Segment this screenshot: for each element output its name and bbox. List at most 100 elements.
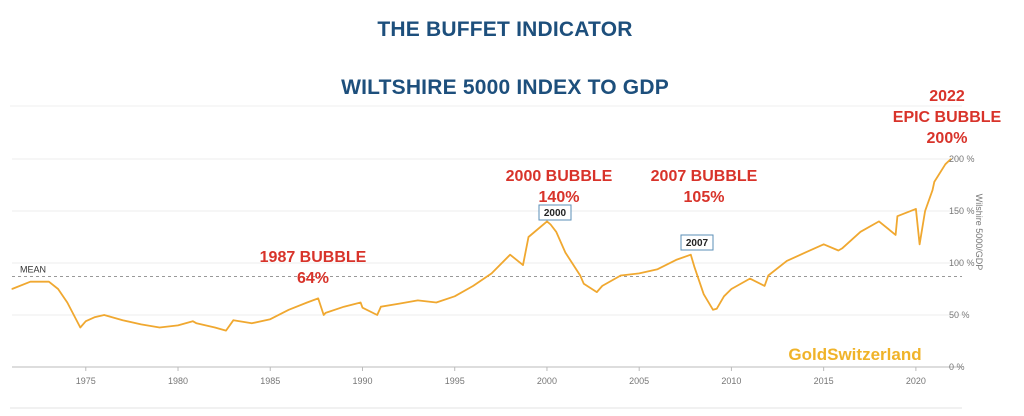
data-point <box>730 288 733 290</box>
data-point <box>841 247 843 249</box>
x-tick-label-1995: 1995 <box>445 376 465 386</box>
y-tick-label-150: 150 % <box>949 206 975 216</box>
data-point <box>323 314 325 316</box>
data-point <box>472 285 474 287</box>
data-point <box>596 291 598 293</box>
data-point <box>919 243 921 245</box>
series-group <box>11 158 952 332</box>
y-tick-label-0: 0 % <box>949 362 965 372</box>
data-point <box>601 285 603 287</box>
x-tick-label-1980: 1980 <box>168 376 188 386</box>
series-line-0 <box>11 158 952 332</box>
data-point <box>288 309 290 311</box>
data-point <box>380 306 382 308</box>
data-point <box>944 163 947 165</box>
data-point <box>823 243 825 245</box>
data-point <box>122 319 124 321</box>
data-point <box>417 299 419 301</box>
data-point <box>509 254 511 256</box>
data-point <box>767 274 769 277</box>
data-point <box>376 314 378 316</box>
mean-line-group: MEAN <box>12 265 962 278</box>
data-point <box>140 323 142 325</box>
data-point <box>57 288 59 290</box>
data-point <box>527 236 530 238</box>
chart-title: THE BUFFET INDICATOR <box>377 18 633 41</box>
data-point <box>546 220 548 222</box>
data-point <box>583 283 585 285</box>
data-point <box>859 231 862 233</box>
data-point <box>85 320 87 322</box>
annotation-2022-label: EPIC BUBBLE <box>893 109 1002 126</box>
data-point <box>657 268 659 270</box>
marker-2000-box <box>538 204 572 221</box>
data-point <box>804 252 806 254</box>
data-point <box>690 254 692 256</box>
data-point <box>159 326 161 329</box>
annotation-2007-value: 105% <box>684 189 725 206</box>
data-point <box>522 264 524 266</box>
x-tick-label-1985: 1985 <box>260 376 280 386</box>
data-point <box>550 223 552 226</box>
data-point <box>555 231 557 233</box>
annotation-1987-label: 1987 BUBBLE <box>260 249 367 266</box>
data-point <box>950 158 952 160</box>
data-point <box>48 281 50 283</box>
data-point <box>29 281 31 283</box>
data-point <box>896 215 899 217</box>
data-point <box>638 272 640 274</box>
x-tick-label-2010: 2010 <box>721 376 741 386</box>
data-point <box>435 301 437 304</box>
y-tick-label-50: 50 % <box>949 310 970 320</box>
annotation-2022-value: 200% <box>927 130 968 147</box>
y-axis-label: Wilshire 5000/GDP <box>974 194 984 271</box>
mean-label: MEAN <box>20 265 46 275</box>
data-point <box>716 308 718 310</box>
marker-2000-label: 2000 <box>544 208 567 219</box>
data-point <box>317 297 319 299</box>
data-point <box>579 274 581 277</box>
data-point <box>360 301 362 304</box>
annotation-2022-year: 2022 <box>929 88 965 105</box>
data-point <box>837 249 840 252</box>
data-point <box>325 312 327 314</box>
chart-subtitle: WILTSHIRE 5000 INDEX TO GDP <box>341 76 669 99</box>
data-point <box>749 278 751 280</box>
data-point <box>620 274 622 277</box>
data-point <box>703 293 705 295</box>
data-point <box>723 295 725 297</box>
marker-2007-label: 2007 <box>686 238 709 249</box>
data-point <box>933 181 935 183</box>
data-point <box>712 309 714 311</box>
data-point <box>895 234 897 236</box>
data-point <box>361 307 364 309</box>
data-point <box>195 322 198 324</box>
y-tick-label-100: 100 % <box>949 258 975 268</box>
data-point <box>79 326 81 329</box>
x-tick-label-2000: 2000 <box>537 376 557 386</box>
grid-lines <box>12 158 962 368</box>
data-point <box>693 266 696 268</box>
y-tick-label-200: 200 % <box>949 154 975 164</box>
data-point <box>11 288 13 290</box>
x-tick-label-2020: 2020 <box>906 376 926 386</box>
data-point <box>269 318 271 320</box>
tick-labels: 1975 1980 1985 1990 1995 2000 2005 2010 2015 2020… <box>76 154 975 386</box>
data-point <box>232 319 234 321</box>
data-point <box>306 301 308 304</box>
data-point <box>192 320 194 322</box>
data-point <box>878 220 880 222</box>
data-point <box>764 285 766 287</box>
marker-2007-box <box>680 234 714 251</box>
data-point <box>177 324 179 326</box>
brand-watermark: GoldSwitzerland <box>788 345 921 364</box>
data-point <box>94 316 96 318</box>
data-point <box>214 326 216 329</box>
data-point <box>66 301 68 304</box>
data-point <box>103 314 105 316</box>
data-point <box>564 252 567 254</box>
x-tick-label-2015: 2015 <box>814 376 834 386</box>
data-point <box>398 303 400 305</box>
data-point <box>343 306 345 308</box>
data-point <box>786 260 788 262</box>
